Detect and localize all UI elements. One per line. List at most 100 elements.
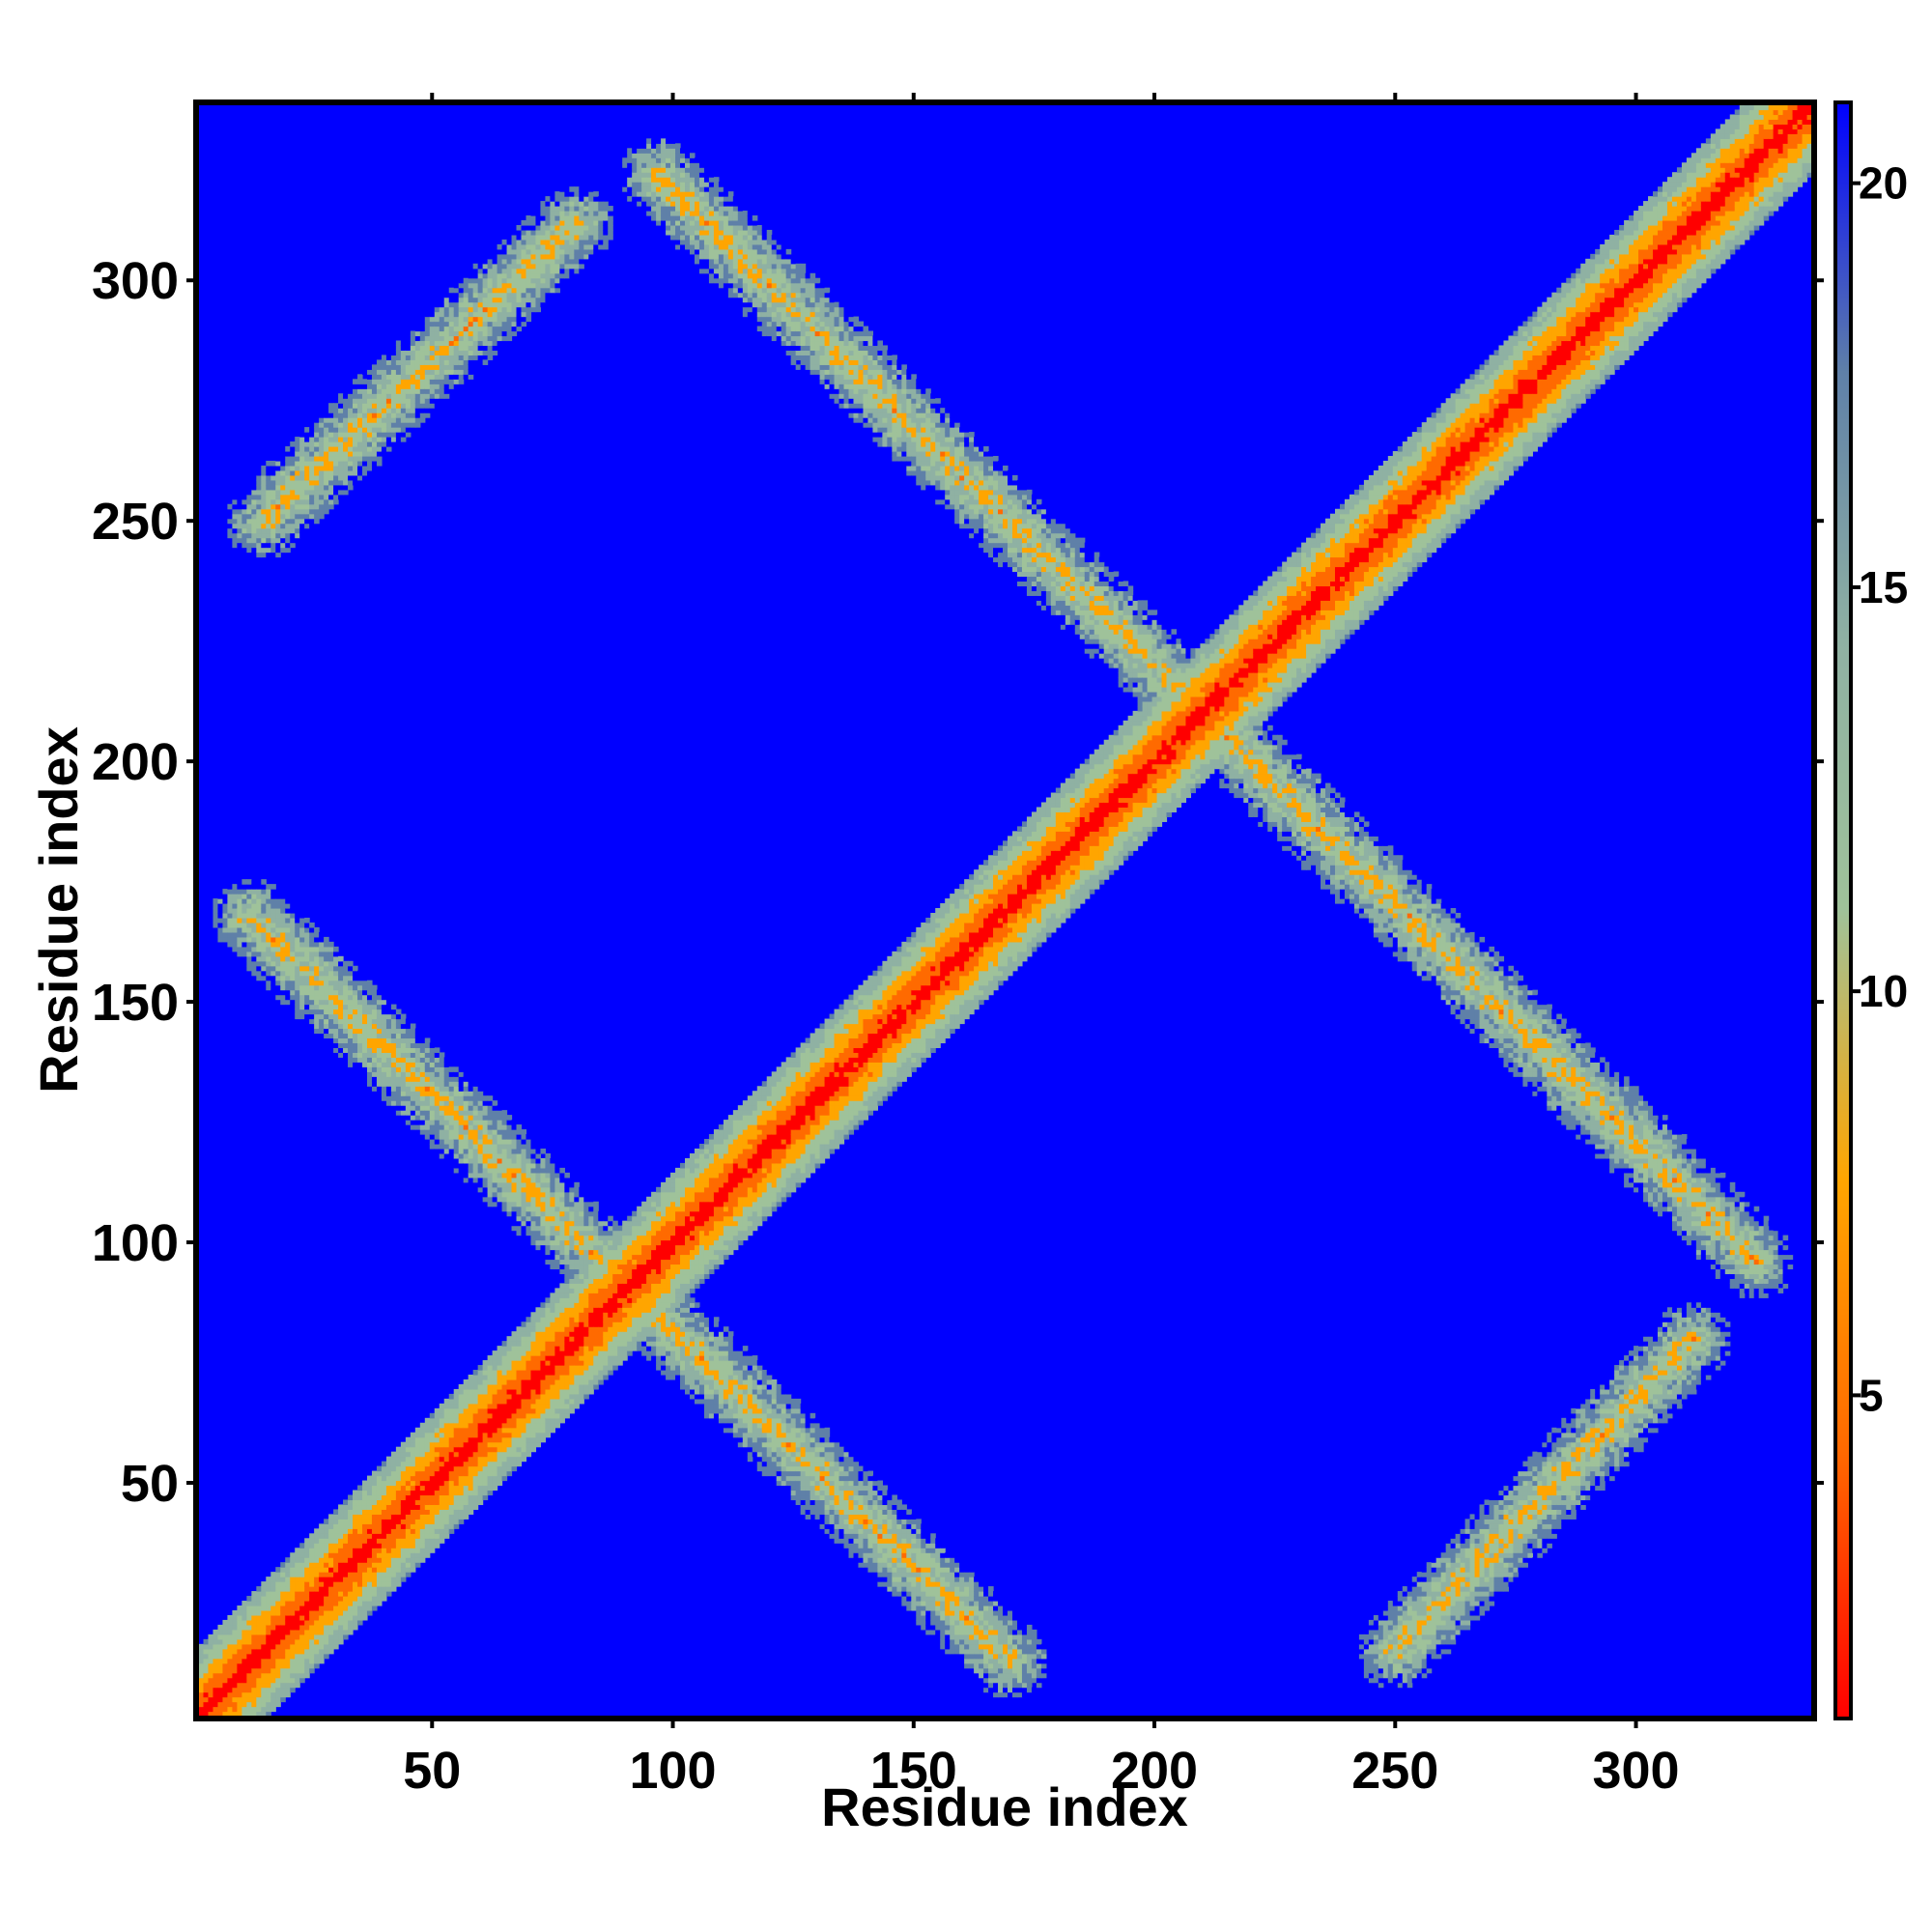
- heatmap-cell: [429, 398, 436, 404]
- heatmap-cell: [381, 369, 387, 375]
- heatmap-cell: [434, 345, 440, 352]
- heatmap-cell: [511, 258, 518, 265]
- heatmap-cell: [506, 1427, 513, 1434]
- heatmap-cell: [535, 1148, 542, 1154]
- heatmap-cell: [251, 1677, 257, 1684]
- heatmap-cell: [304, 1009, 310, 1015]
- heatmap-cell: [285, 941, 291, 948]
- heatmap-cell: [328, 984, 334, 991]
- heatmap-cell: [497, 243, 503, 250]
- heatmap-cell: [275, 518, 281, 525]
- heatmap-cell: [540, 1210, 547, 1217]
- heatmap-cell: [482, 1475, 489, 1482]
- heatmap-cell: [477, 1177, 484, 1183]
- heatmap-cell: [361, 1528, 368, 1534]
- heatmap-cell: [357, 1523, 363, 1529]
- heatmap-cell: [299, 451, 305, 457]
- heatmap-cell: [213, 1662, 219, 1669]
- heatmap-cell: [434, 1120, 440, 1125]
- heatmap-cell: [217, 1691, 224, 1698]
- heatmap-cell: [468, 1398, 474, 1405]
- heatmap-cell: [295, 527, 300, 534]
- heatmap-cell: [353, 1519, 358, 1524]
- heatmap-cell: [414, 1042, 421, 1048]
- heatmap-cell: [304, 441, 310, 447]
- heatmap-cell: [353, 1614, 358, 1621]
- heatmap-cell: [492, 292, 498, 298]
- heatmap-cell: [376, 460, 383, 467]
- heatmap-cell: [463, 1499, 469, 1506]
- heatmap-cell: [526, 1441, 532, 1448]
- heatmap-cell: [366, 417, 373, 423]
- heatmap-cell: [299, 936, 305, 943]
- heatmap-cell: [535, 301, 542, 308]
- heatmap-cell: [535, 1355, 542, 1361]
- heatmap-cell: [324, 1548, 329, 1553]
- heatmap-cell: [429, 1134, 436, 1140]
- heatmap-cell: [458, 1436, 465, 1443]
- heatmap-cell: [482, 1115, 489, 1121]
- heatmap-cell: [472, 326, 479, 332]
- heatmap-cell: [405, 1105, 412, 1111]
- heatmap-cell: [443, 1129, 450, 1135]
- heatmap-cell: [270, 941, 276, 948]
- heatmap-cell: [319, 1658, 325, 1664]
- heatmap-cell: [366, 384, 373, 389]
- heatmap-cell: [400, 412, 407, 418]
- heatmap-cell: [405, 398, 412, 404]
- heatmap-cell: [429, 369, 436, 375]
- heatmap-cell: [405, 432, 412, 438]
- heatmap-cell: [353, 1562, 358, 1568]
- heatmap-cell: [492, 1177, 498, 1183]
- heatmap-cell: [501, 1206, 508, 1212]
- heatmap-cell: [506, 335, 513, 342]
- heatmap-cell: [256, 894, 262, 899]
- heatmap-cell: [353, 1523, 358, 1529]
- heatmap-cell: [530, 239, 537, 245]
- heatmap-cell: [299, 1004, 305, 1010]
- heatmap-cell: [410, 1028, 416, 1035]
- heatmap-cell: [328, 999, 334, 1006]
- heatmap-cell: [343, 999, 349, 1006]
- heatmap-cell: [535, 1331, 542, 1337]
- heatmap-cell: [400, 1115, 407, 1121]
- heatmap-cell: [227, 1634, 233, 1640]
- heatmap-cell: [448, 335, 455, 342]
- heatmap-cell: [521, 1412, 527, 1419]
- heatmap-cell: [304, 446, 310, 452]
- heatmap-cell: [395, 422, 402, 428]
- heatmap-cell: [405, 1436, 412, 1443]
- heatmap-cell: [511, 1152, 518, 1159]
- heatmap-cell: [333, 437, 339, 442]
- heatmap-cell: [385, 355, 392, 360]
- heatmap-cell: [501, 1201, 508, 1208]
- heatmap-cell: [482, 350, 489, 355]
- heatmap-cell: [526, 301, 532, 308]
- heatmap-cell: [414, 384, 421, 389]
- heatmap-cell: [410, 422, 416, 428]
- heatmap-cell: [516, 282, 523, 289]
- heatmap-cell: [309, 494, 315, 500]
- heatmap-cell: [400, 379, 407, 384]
- heatmap-cell: [540, 248, 547, 255]
- heatmap-cell: [270, 1672, 276, 1679]
- heatmap-cell: [304, 460, 310, 467]
- heatmap-cell: [521, 272, 527, 279]
- heatmap-cell: [353, 437, 358, 442]
- heatmap-cell: [343, 1028, 349, 1035]
- heatmap-cell: [314, 474, 320, 481]
- heatmap-cell: [443, 1533, 450, 1539]
- heatmap-cell: [545, 268, 551, 274]
- heatmap-cell: [439, 335, 445, 342]
- heatmap-cell: [227, 1614, 233, 1621]
- heatmap-cell: [338, 1619, 344, 1626]
- heatmap-cell: [366, 1490, 373, 1496]
- heatmap-cell: [390, 1567, 397, 1573]
- heatmap-cell: [328, 1552, 334, 1558]
- heatmap-cell: [338, 451, 344, 457]
- heatmap-cell: [251, 1624, 257, 1631]
- heatmap-cell: [304, 465, 310, 471]
- heatmap-cell: [213, 1634, 219, 1640]
- heatmap-cell: [371, 364, 378, 370]
